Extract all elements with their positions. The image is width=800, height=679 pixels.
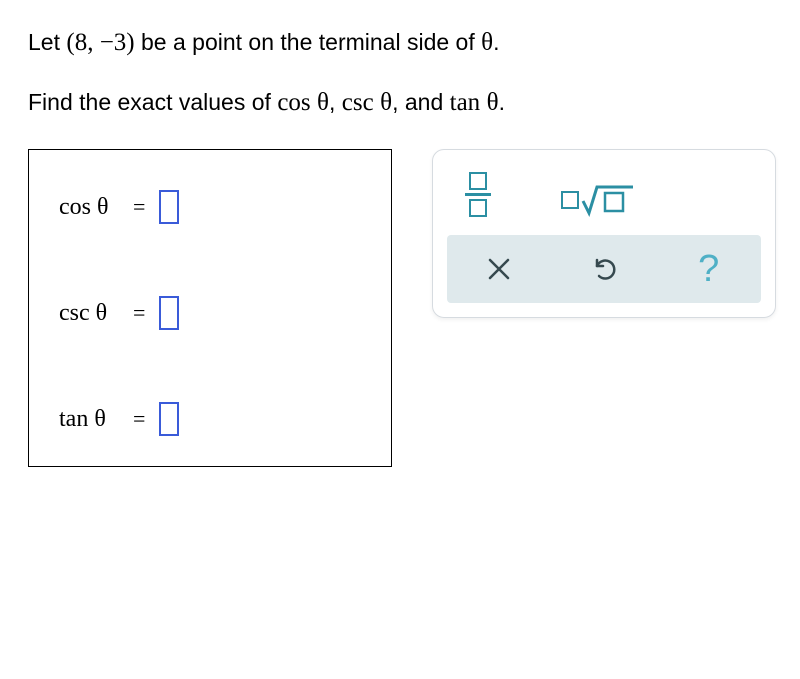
text: , and	[392, 89, 450, 115]
sqrt-icon	[581, 183, 635, 217]
answer-label: csc θ	[59, 300, 119, 327]
content-row: cos θ = csc θ = tan θ =	[28, 149, 776, 467]
point-value: (8, −3)	[66, 29, 134, 56]
fraction-template-button[interactable]	[465, 172, 491, 217]
text: be a point on the terminal side of	[135, 29, 482, 55]
text: Find the exact values of	[28, 89, 277, 115]
prompt-line-1: Let (8, −3) be a point on the terminal s…	[28, 24, 776, 62]
answer-box: cos θ = csc θ = tan θ =	[28, 149, 392, 467]
answer-label: tan θ	[59, 406, 119, 433]
cos-input[interactable]	[159, 190, 179, 224]
theta: θ	[317, 89, 329, 116]
prompt-line-2: Find the exact values of cos θ, csc θ, a…	[28, 84, 776, 122]
fraction-denominator-icon	[469, 199, 487, 217]
fn-csc: csc	[342, 89, 374, 116]
action-row: ?	[447, 235, 761, 303]
fn-tan: tan	[450, 89, 481, 116]
fn-cos: cos	[277, 89, 310, 116]
close-icon	[487, 257, 511, 281]
sqrt-coefficient-icon	[561, 191, 579, 209]
tan-input[interactable]	[159, 402, 179, 436]
help-icon: ?	[698, 248, 719, 291]
equals-sign: =	[133, 300, 145, 326]
csc-input[interactable]	[159, 296, 179, 330]
text: ,	[329, 89, 342, 115]
tool-panel: ?	[432, 149, 776, 318]
equals-sign: =	[133, 194, 145, 220]
text: .	[493, 29, 499, 55]
clear-button[interactable]	[447, 245, 552, 293]
answer-label: cos θ	[59, 194, 119, 221]
theta: θ	[380, 89, 392, 116]
answer-row-cos: cos θ =	[59, 190, 361, 224]
theta: θ	[481, 29, 493, 56]
sqrt-template-button[interactable]	[561, 182, 635, 217]
text: Let	[28, 29, 66, 55]
reset-button[interactable]	[552, 245, 657, 293]
template-row	[447, 162, 761, 235]
answer-row-csc: csc θ =	[59, 296, 361, 330]
fraction-numerator-icon	[469, 172, 487, 190]
answer-row-tan: tan θ =	[59, 402, 361, 436]
undo-icon	[591, 256, 617, 282]
fraction-bar-icon	[465, 193, 491, 196]
equals-sign: =	[133, 406, 145, 432]
help-button[interactable]: ?	[656, 245, 761, 293]
theta: θ	[487, 89, 499, 116]
text: .	[499, 89, 505, 115]
